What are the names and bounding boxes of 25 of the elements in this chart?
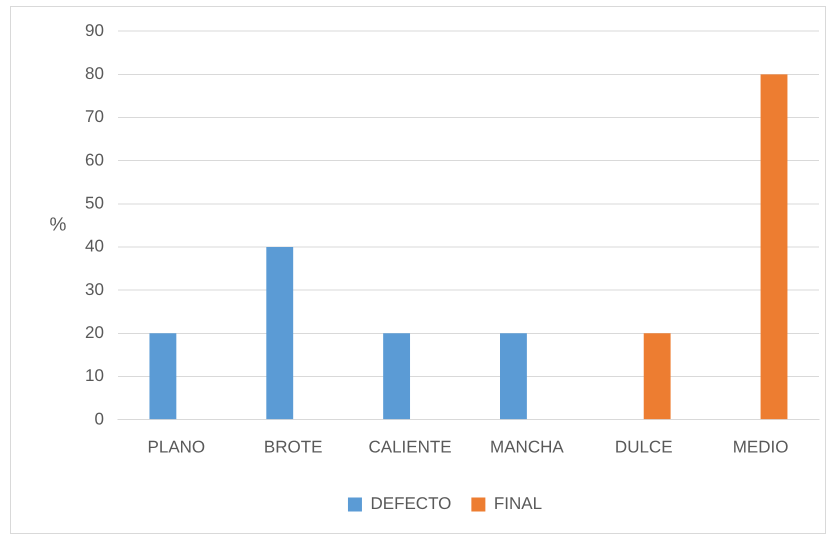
x-tick-label: BROTE	[264, 437, 322, 456]
y-axis-title: %	[50, 214, 67, 236]
y-tick-label: 90	[84, 20, 104, 40]
bar	[644, 333, 671, 420]
bar	[266, 246, 294, 420]
x-tick-label: PLANO	[148, 437, 206, 456]
x-tick-label: MANCHA	[490, 437, 564, 456]
y-tick-label: 50	[84, 194, 104, 213]
x-tick-label: MEDIO	[732, 437, 788, 456]
legend-label: DEFECTO	[370, 494, 452, 514]
bar	[760, 74, 788, 420]
y-tick-label: 30	[84, 280, 104, 299]
bar	[500, 333, 527, 420]
x-tick-label: CALIENTE	[368, 437, 452, 456]
y-tick-label: 80	[84, 64, 104, 84]
legend-label: FINAL	[494, 494, 542, 514]
y-tick-label: 20	[84, 322, 104, 342]
bar	[383, 333, 410, 420]
y-tick-label: 70	[84, 107, 104, 126]
y-tick-label: 0	[94, 409, 104, 428]
y-tick-label: 10	[84, 366, 104, 386]
x-tick-label: DULCE	[614, 437, 673, 456]
y-tick-label: 40	[84, 236, 104, 256]
y-tick-label: 60	[84, 150, 104, 170]
bar	[149, 333, 176, 420]
